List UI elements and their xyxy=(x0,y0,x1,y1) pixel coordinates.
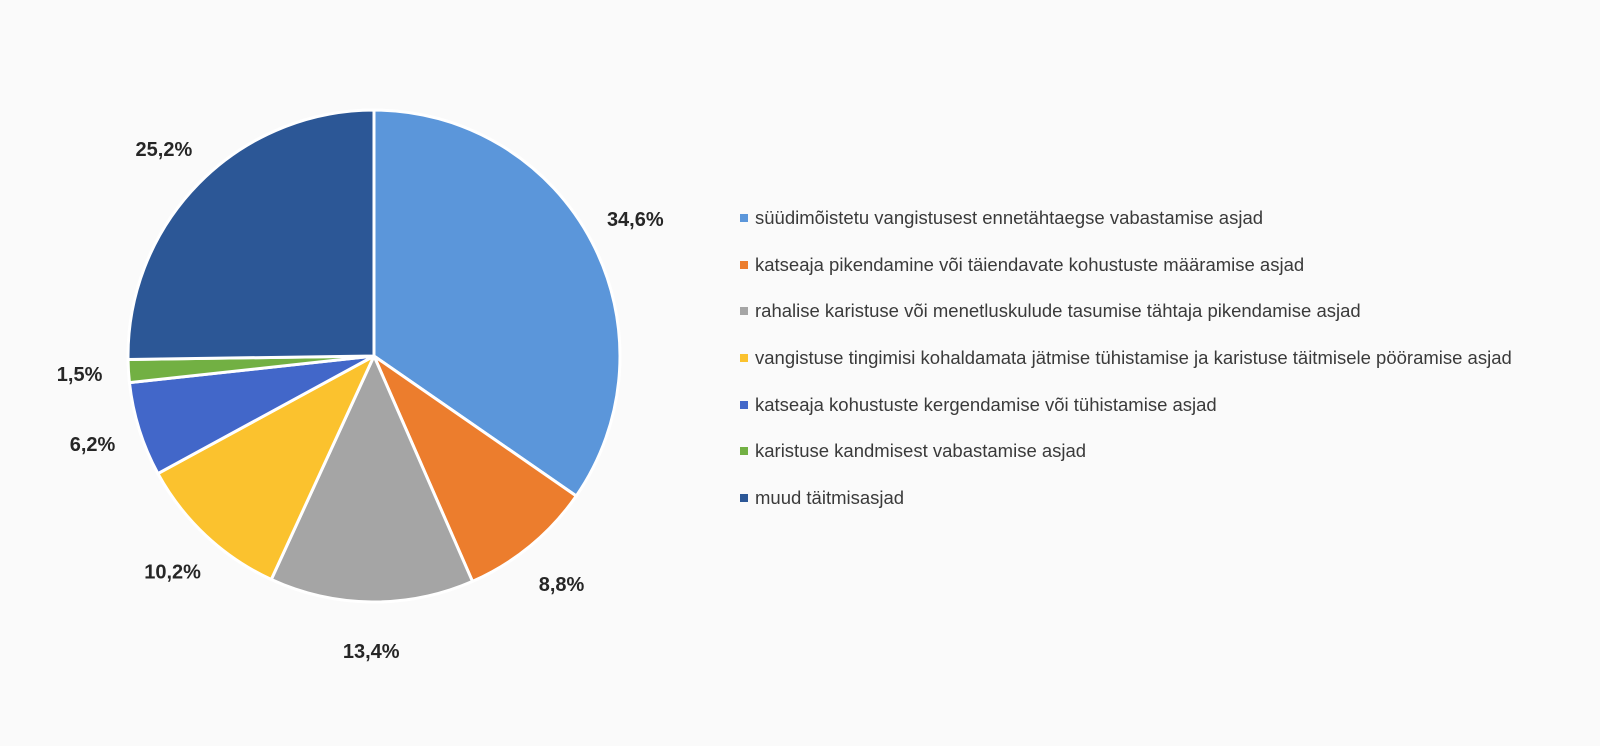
chart-legend: süüdimõistetu vangistusest ennetähtaegse… xyxy=(740,195,1512,521)
slice-label-4: 10,2% xyxy=(144,562,201,584)
legend-label: vangistuse tingimisi kohaldamata jätmise… xyxy=(755,347,1512,369)
legend-item-suudimoistetu-vangistusest-ennetahtaegse: süüdimõistetu vangistusest ennetähtaegse… xyxy=(740,195,1512,242)
pie-slice-4 xyxy=(156,354,376,582)
legend-label: katseaja pikendamine või täiendavate koh… xyxy=(755,253,1305,275)
legend-label: muud täitmisasjad xyxy=(755,486,905,508)
legend-item-katseaja-kohustuste-kergendamise-voi-tuh: katseaja kohustuste kergendamise või tüh… xyxy=(740,381,1512,428)
slice-label-1: 34,6% xyxy=(607,209,664,231)
pie-slice-3 xyxy=(269,354,474,604)
pie-slice-2 xyxy=(372,354,578,583)
legend-item-vangistuse-tingimisi-kohaldamata-jatmise: vangistuse tingimisi kohaldamata jätmise… xyxy=(740,335,1512,382)
pie-slices xyxy=(126,108,622,604)
legend-swatch xyxy=(740,307,748,316)
legend-label: süüdimõistetu vangistusest ennetähtaegse… xyxy=(755,207,1264,229)
legend-swatch xyxy=(740,447,748,456)
legend-swatch xyxy=(740,214,748,223)
legend-label: katseaja kohustuste kergendamise või tüh… xyxy=(755,393,1217,415)
legend-item-muud-taitmisasjad: muud täitmisasjad xyxy=(740,475,1512,522)
pie-slice-1 xyxy=(372,108,622,498)
legend-swatch xyxy=(740,400,748,409)
slice-label-3: 13,4% xyxy=(343,641,400,663)
legend-swatch xyxy=(740,354,748,363)
legend-item-rahalise-karistuse-voi-menetluskulude-ta: rahalise karistuse või menetluskulude ta… xyxy=(740,288,1512,335)
legend-item-katseaja-pikendamine-voi-taiendavate-koh: katseaja pikendamine või täiendavate koh… xyxy=(740,242,1512,289)
slice-label-5: 6,2% xyxy=(70,434,116,456)
slice-label-2: 8,8% xyxy=(539,574,585,596)
legend-swatch xyxy=(740,260,748,269)
legend-swatch xyxy=(740,493,748,502)
slice-label-6: 1,5% xyxy=(57,364,103,386)
pie-data-labels: 34,6% 8,8% 13,4% 10,2% 6,2% 1,5% 25,2% xyxy=(57,139,664,663)
legend-label: rahalise karistuse või menetluskulude ta… xyxy=(755,300,1361,322)
legend-label: karistuse kandmisest vabastamise asjad xyxy=(755,440,1087,462)
pie-slice-7 xyxy=(126,108,376,361)
legend-item-karistuse-kandmisest-vabastamise-asjad: karistuse kandmisest vabastamise asjad xyxy=(740,428,1512,475)
slice-label-7: 25,2% xyxy=(136,139,193,161)
